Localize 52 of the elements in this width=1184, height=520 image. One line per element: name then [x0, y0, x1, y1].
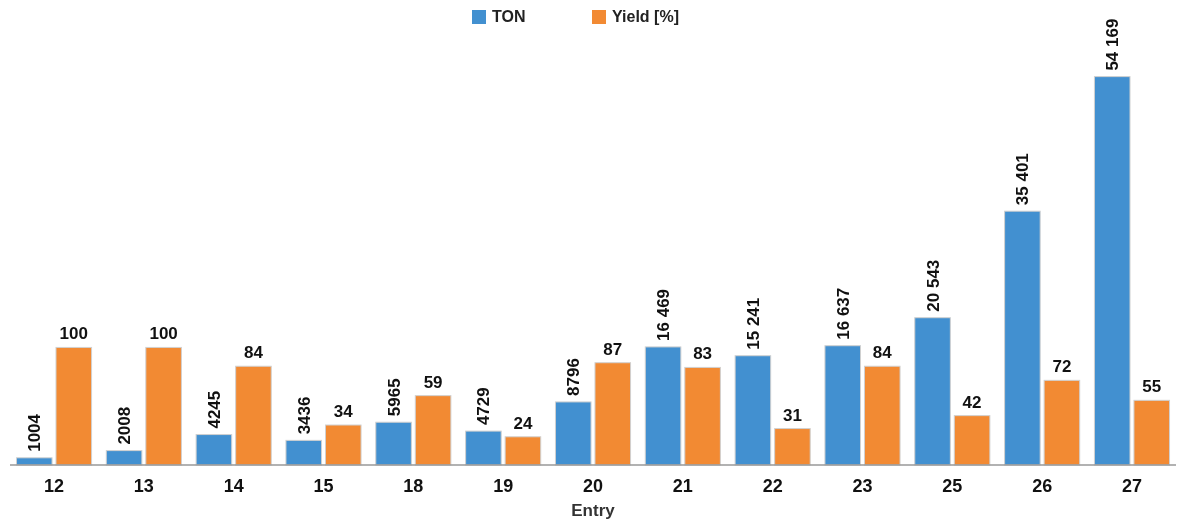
- x-tick-label: 12: [44, 476, 65, 496]
- data-label: 15 241: [743, 297, 763, 350]
- data-label: 54 169: [1103, 18, 1123, 71]
- bar: [55, 346, 93, 466]
- data-label: 55: [1142, 377, 1162, 397]
- data-label: 87: [603, 339, 623, 359]
- x-axis-title: Entry: [571, 501, 616, 520]
- data-label: 84: [243, 343, 264, 363]
- data-label: 100: [59, 324, 88, 344]
- data-label: 84: [872, 343, 893, 363]
- bar: [195, 434, 233, 466]
- data-label: 24: [513, 413, 533, 433]
- data-label: 31: [782, 405, 802, 425]
- bar: [105, 450, 143, 466]
- bar: [1133, 399, 1171, 466]
- data-label: 3436: [294, 396, 314, 435]
- x-tick-label: 22: [762, 476, 783, 496]
- x-tick-label: 25: [942, 476, 963, 496]
- bar: [1004, 210, 1041, 466]
- bar: [734, 355, 772, 466]
- data-label: 35 401: [1013, 153, 1033, 206]
- legend-label: TON: [492, 8, 526, 25]
- data-label: 8796: [564, 358, 584, 396]
- x-tick-label: 21: [672, 476, 693, 496]
- data-label: 20 543: [923, 259, 943, 312]
- data-label: 4729: [474, 387, 494, 426]
- data-label: 42: [962, 392, 982, 412]
- x-tick-label: 26: [1032, 476, 1053, 496]
- x-tick-label: 19: [493, 476, 514, 496]
- x-tick-label: 18: [403, 476, 424, 496]
- x-tick-label: 20: [582, 476, 604, 496]
- x-tick-label: 23: [852, 476, 873, 496]
- data-label: 2008: [115, 406, 135, 445]
- data-label: 59: [423, 372, 443, 392]
- bar: [145, 346, 182, 466]
- data-label: 4245: [204, 390, 224, 429]
- data-label: 34: [333, 402, 354, 422]
- data-label: 83: [693, 344, 713, 364]
- data-label: 5965: [384, 378, 404, 417]
- data-label: 1004: [25, 413, 45, 452]
- bar: [235, 365, 272, 466]
- x-tick-label: 14: [223, 476, 244, 496]
- x-tick-label: 27: [1121, 476, 1142, 496]
- legend-label: Yield [%]: [612, 8, 679, 25]
- x-tick-label: 13: [133, 476, 154, 496]
- x-tick-label: 15: [313, 476, 334, 496]
- data-label: 100: [149, 324, 178, 344]
- bar: [1093, 76, 1131, 466]
- data-label: 16 469: [654, 288, 674, 341]
- bar: [914, 317, 951, 466]
- data-label: 72: [1052, 357, 1072, 377]
- data-label: 16 637: [833, 287, 853, 340]
